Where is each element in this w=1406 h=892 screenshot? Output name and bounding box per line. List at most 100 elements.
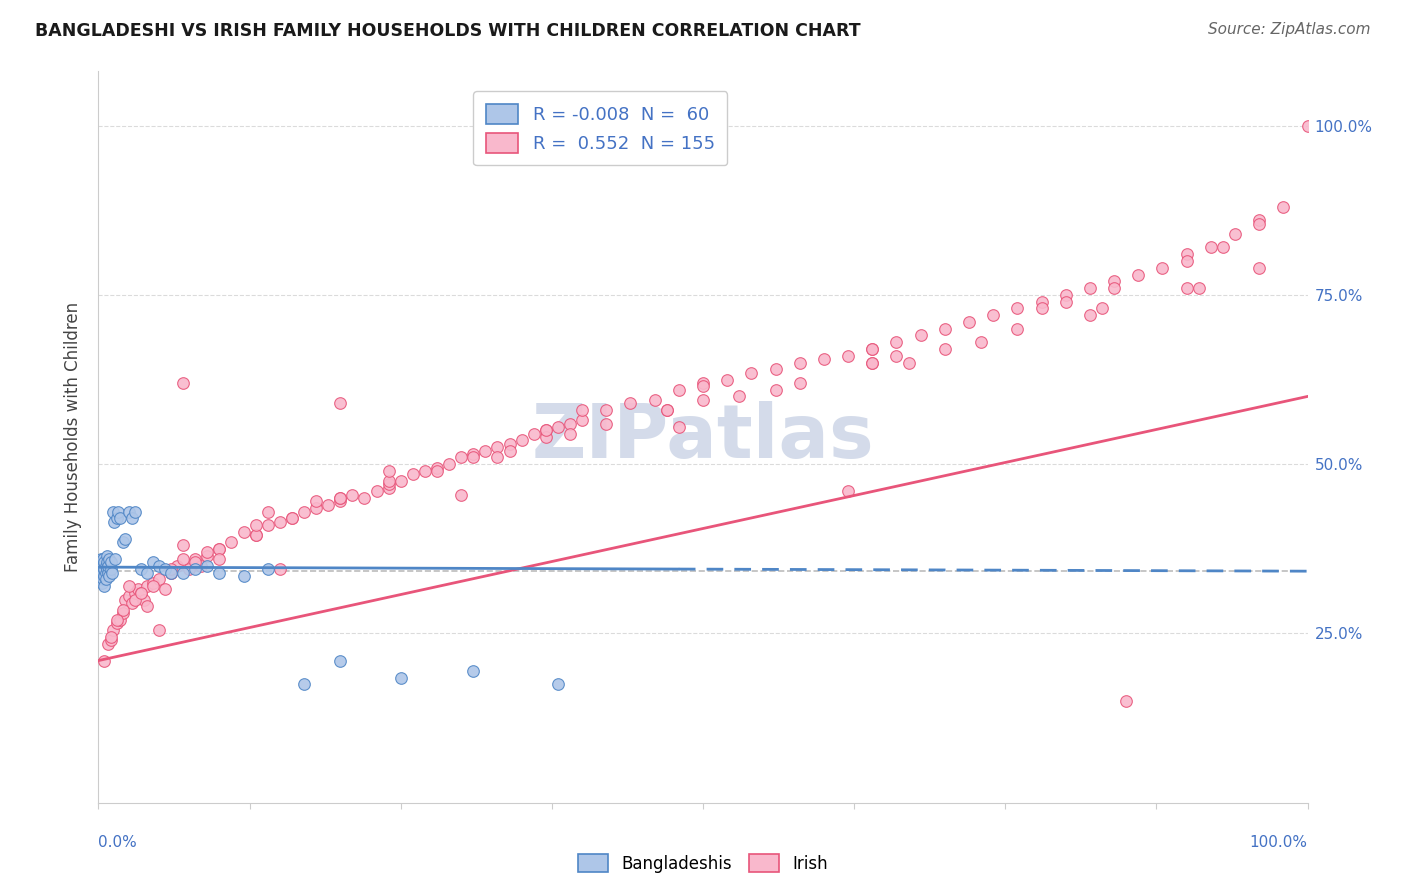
Point [148,558,170,573]
Point [437,457,460,471]
Point [426,460,449,475]
Point [124,592,146,607]
Point [837,484,859,499]
Point [389,474,412,488]
Point [97,566,120,580]
Point [644,392,666,407]
Point [134,592,156,607]
Point [90,569,112,583]
Point [124,586,146,600]
Point [111,535,134,549]
Point [1249,213,1271,227]
Point [148,623,170,637]
Text: 0.0%: 0.0% [98,835,138,850]
Point [93,555,115,569]
Point [129,562,152,576]
Point [1249,217,1271,231]
Point [789,355,811,369]
Point [1054,288,1077,302]
Point [129,586,152,600]
Point [910,328,932,343]
Point [148,572,170,586]
Point [353,491,375,505]
Point [101,623,124,637]
Point [1175,281,1198,295]
Point [135,566,157,580]
Point [245,518,267,533]
Point [305,501,328,516]
Point [111,606,134,620]
Point [269,515,291,529]
Point [1152,260,1174,275]
Point [463,447,485,461]
Point [89,566,111,580]
Point [558,426,581,441]
Point [91,558,114,573]
Point [692,379,714,393]
Point [232,569,254,583]
Point [135,599,157,614]
Point [837,349,859,363]
Point [142,579,165,593]
Point [377,481,399,495]
Point [118,505,141,519]
Point [153,582,176,597]
Point [97,558,120,573]
Legend: Bangladeshis, Irish: Bangladeshis, Irish [572,847,834,880]
Point [1102,274,1125,288]
Point [1054,294,1077,309]
Point [1296,119,1319,133]
Point [789,376,811,390]
Point [94,558,117,573]
Point [90,552,112,566]
Point [245,528,267,542]
Point [813,352,835,367]
Point [342,488,364,502]
Point [668,383,690,397]
Point [886,335,908,350]
Point [91,558,114,573]
Point [765,383,787,397]
Point [105,613,128,627]
Point [107,505,129,519]
Point [595,403,617,417]
Point [450,450,472,465]
Point [142,575,165,590]
Point [1031,301,1053,316]
Point [172,538,194,552]
Point [105,616,128,631]
Point [558,417,581,431]
Point [93,654,115,668]
Point [89,572,111,586]
Point [184,562,207,576]
Y-axis label: Family Households with Children: Family Households with Children [63,302,82,572]
Point [329,491,352,505]
Point [256,505,278,519]
Point [377,474,399,488]
Point [153,562,176,576]
Point [740,366,762,380]
Point [91,566,114,580]
Point [957,315,980,329]
Point [1007,301,1029,316]
Point [1272,200,1295,214]
Point [98,552,121,566]
Point [860,342,883,356]
Point [93,569,115,583]
Point [1188,281,1211,295]
Point [190,558,212,573]
Point [103,515,125,529]
Point [329,491,352,505]
Point [101,505,124,519]
Point [232,524,254,539]
Point [160,566,183,580]
Point [166,558,188,573]
Point [98,569,121,583]
Point [208,541,231,556]
Point [172,376,194,390]
Text: Source: ZipAtlas.com: Source: ZipAtlas.com [1208,22,1371,37]
Point [655,403,678,417]
Point [100,633,122,648]
Point [1007,322,1029,336]
Point [142,555,165,569]
